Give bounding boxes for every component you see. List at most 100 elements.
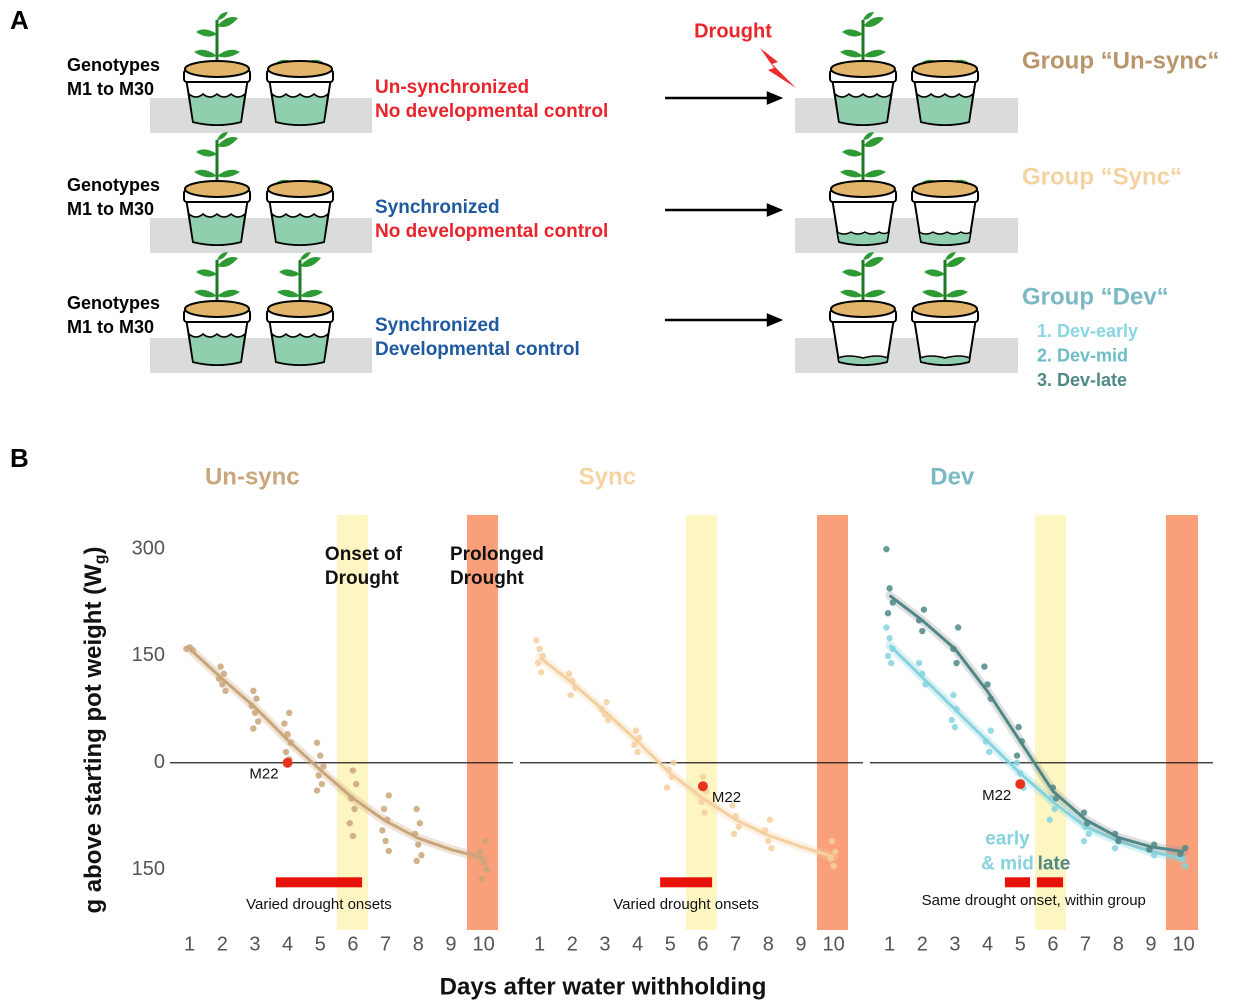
trend-ribbon [185, 644, 489, 863]
plant [194, 12, 240, 64]
trend-line [538, 656, 835, 859]
data-point [986, 748, 993, 756]
data-point [282, 748, 290, 756]
data-point [317, 752, 324, 759]
data-point [701, 809, 708, 816]
data-point [670, 759, 677, 766]
data-point [953, 659, 960, 667]
data-point [1085, 830, 1093, 838]
data-point [1111, 844, 1119, 852]
data-point [222, 687, 229, 695]
data-point [729, 802, 736, 809]
data-point [380, 805, 388, 813]
data-point [954, 624, 962, 631]
data-point [884, 652, 892, 660]
data-point [987, 727, 994, 734]
data-point [1080, 809, 1088, 816]
platform [150, 338, 372, 373]
series-label: late [1038, 853, 1071, 874]
data-point [313, 739, 321, 746]
x-tick-label: 8 [413, 933, 424, 955]
pots [184, 12, 978, 365]
platform [795, 98, 1018, 133]
genotype-label: Genotypes [67, 293, 160, 313]
data-point [886, 585, 893, 592]
pot [912, 301, 978, 365]
data-point [765, 837, 772, 845]
platform [150, 218, 372, 253]
x-tick-label: 10 [472, 933, 494, 955]
data-point [634, 748, 641, 756]
x-tick-label: 5 [315, 933, 326, 955]
annotation: Drought [325, 568, 400, 589]
condition-label: Synchronized [375, 315, 500, 336]
data-point [883, 545, 890, 553]
data-point [950, 691, 957, 699]
data-point [477, 848, 484, 855]
annotation: Onset of [325, 544, 403, 565]
pot [184, 61, 250, 125]
plant [194, 252, 240, 304]
highlight-label: M22 [982, 787, 1011, 804]
data-point [219, 681, 226, 688]
onset-label: Varied drought onsets [246, 896, 392, 913]
x-tick-label: 6 [1047, 933, 1058, 955]
data-point [883, 624, 890, 631]
platforms [150, 98, 1018, 373]
x-tick-label: 2 [567, 933, 578, 955]
data-point [698, 798, 705, 806]
data-point [919, 627, 926, 635]
x-tick-label: 4 [982, 933, 993, 955]
lightning [760, 48, 796, 88]
genotype-label: Genotypes [67, 55, 160, 75]
trend-line [888, 644, 1184, 861]
dev-group-item: 3. Dev-late [1037, 370, 1127, 390]
data-point [220, 670, 228, 677]
data-point [418, 852, 425, 859]
data-point [413, 805, 420, 813]
condition-label: No developmental control [375, 221, 608, 242]
data-point [951, 723, 959, 731]
data-point [830, 862, 837, 870]
highlight-point [697, 781, 708, 792]
data-point [254, 718, 262, 725]
drought-label: Drought [694, 20, 772, 42]
data-point [832, 848, 839, 855]
data-point [478, 875, 486, 882]
data-point [315, 772, 322, 779]
data-point [663, 784, 671, 791]
data-point [603, 699, 610, 706]
x-tick-label: 10 [1172, 933, 1194, 955]
group-label: Group “Un-sync“ [1022, 47, 1219, 74]
chart-title: Dev [930, 463, 975, 490]
genotype-label: M1 to M30 [67, 79, 154, 99]
data-point [1182, 862, 1189, 870]
data-point [631, 741, 638, 749]
drought-band [685, 515, 717, 930]
arrow-head [766, 313, 784, 327]
data-point [250, 687, 257, 695]
data-point [766, 816, 774, 823]
data-point [768, 844, 775, 852]
data-point [250, 725, 257, 732]
data-point [318, 780, 326, 788]
arrow-head [766, 203, 784, 217]
data-point [1051, 805, 1058, 813]
x-tick-label: 3 [949, 933, 960, 955]
x-tick-label: 1 [884, 933, 895, 955]
pot [184, 301, 250, 365]
drought-band [1034, 515, 1066, 930]
highlight-point [282, 757, 293, 768]
annotation: Drought [450, 568, 525, 589]
data-point [981, 663, 988, 670]
pot [184, 181, 250, 245]
data-point [320, 763, 327, 770]
pot [912, 61, 978, 125]
data-point [483, 866, 490, 873]
data-point [284, 731, 291, 738]
x-tick-label: 7 [1080, 933, 1091, 955]
data-point [1015, 723, 1022, 731]
data-point [251, 709, 259, 717]
rows: Genotypes M1 to M30 Un-synchronized No deve… [67, 47, 1219, 389]
